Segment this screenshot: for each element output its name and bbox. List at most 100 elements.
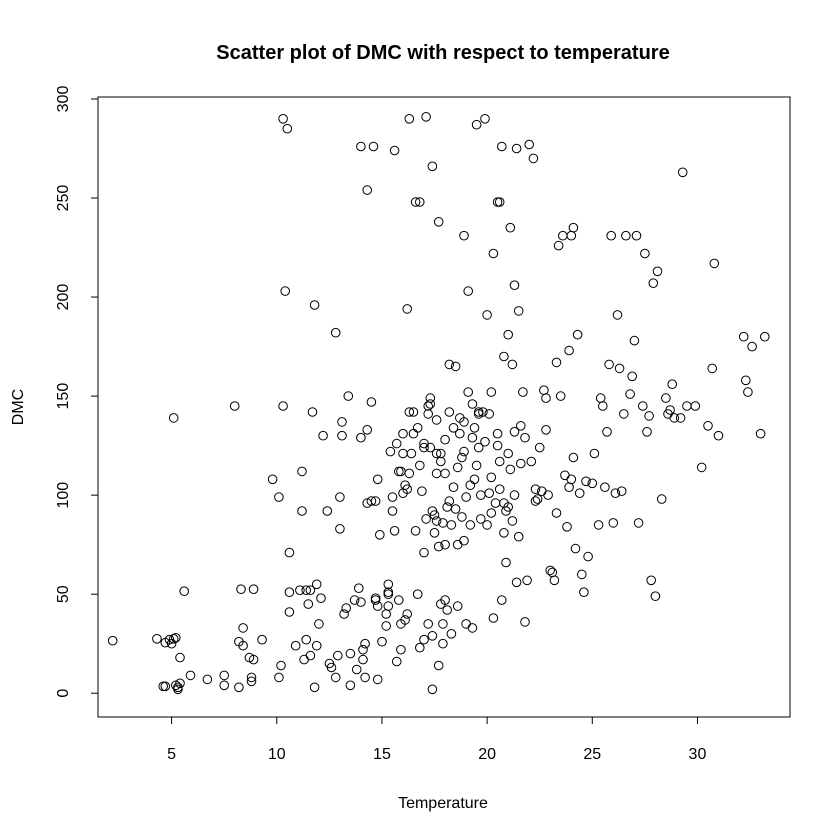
data-point [168,634,179,644]
data-point [616,486,627,497]
data-point [505,464,516,475]
data-point [419,442,429,453]
data-point [372,601,383,611]
data-point [469,474,480,485]
data-point [505,222,516,233]
data-point [372,674,383,685]
data-point [452,462,463,473]
data-point [534,442,545,453]
data-point [282,123,293,134]
data-point [415,460,425,471]
data-point [577,569,587,580]
data-point [583,551,593,562]
data-point [427,684,438,695]
data-point [433,217,444,227]
data-point [488,613,499,623]
data-point [267,474,278,485]
data-point [274,672,284,683]
data-point [494,456,505,467]
data-point [219,670,229,681]
data-point [528,153,539,164]
data-point [238,640,248,651]
data-point [429,528,440,538]
y-axis-label: DMC [10,389,27,425]
data-point [614,363,625,374]
data-point [152,634,162,644]
data-point [410,197,421,207]
data-point [707,363,718,374]
data-point [412,423,423,433]
data-point [440,434,450,445]
data-point [431,448,442,459]
data-point [440,539,450,550]
data-point [168,413,179,423]
data-point [358,654,368,665]
data-point [608,518,619,528]
data-point [419,634,429,645]
x-tick-label: 25 [583,746,601,763]
data-point [158,681,168,692]
data-point [459,230,469,241]
data-point [667,379,678,390]
data-point [381,609,392,619]
data-point [480,114,490,124]
data-point [545,565,556,576]
data-point [307,407,318,417]
data-point [513,306,524,316]
data-point [274,492,284,502]
data-point [638,401,648,411]
data-point [524,139,535,150]
data-point [425,442,436,453]
data-point [335,524,345,534]
data-point [644,411,654,421]
data-point [248,584,259,595]
data-point [276,660,286,671]
data-point [509,427,520,437]
data-points [107,112,770,695]
data-point [402,304,413,314]
data-point [465,480,476,491]
data-point [290,640,301,651]
data-point [372,474,383,485]
y-axis: 0 50 100 150 200 250 300 [55,86,99,698]
data-point [316,593,326,604]
data-point [330,672,341,683]
data-point [503,329,514,340]
x-axis: 5 10 15 20 25 30 [167,716,706,763]
data-point [309,300,320,310]
data-point [492,197,503,207]
data-point [333,650,343,661]
data-point [337,417,347,427]
data-point [398,428,408,439]
data-point [383,589,394,600]
y-tick-label: 50 [55,585,72,603]
data-point [351,664,362,675]
data-point [381,621,392,631]
data-point [625,389,635,399]
data-point [473,407,484,417]
data-point [501,557,511,568]
data-point [530,484,541,495]
x-tick-label: 5 [167,746,176,763]
data-point [738,331,749,342]
data-point [278,401,288,411]
data-point [423,409,434,419]
data-point [444,359,455,370]
data-point [446,520,457,530]
data-point [358,644,368,655]
data-point [469,423,480,433]
data-point [284,547,295,558]
data-point [431,468,442,479]
data-point [465,520,476,530]
data-point [446,629,457,639]
data-point [690,401,701,411]
data-point [675,413,686,423]
data-point [421,112,431,122]
data-point [526,456,537,467]
data-point [421,514,431,524]
data-point [438,638,448,649]
data-point [404,468,415,479]
data-point [629,335,640,346]
data-point [448,482,459,493]
